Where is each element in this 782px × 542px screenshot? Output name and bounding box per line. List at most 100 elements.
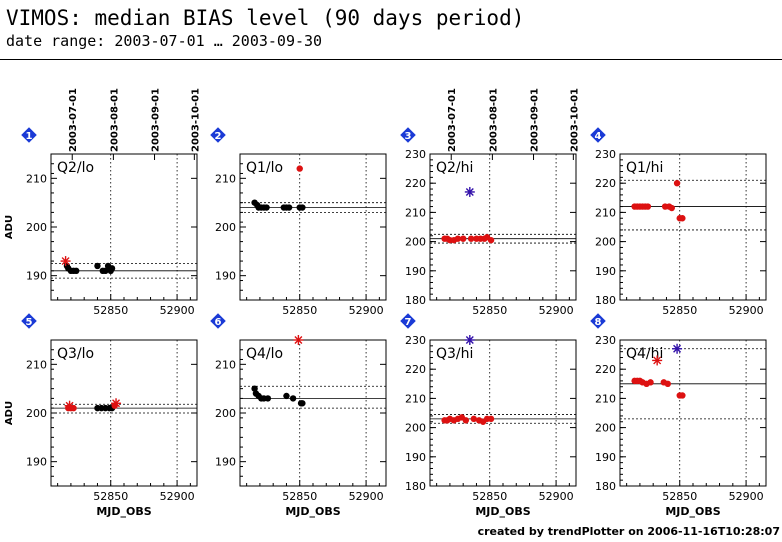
star-marker	[672, 343, 683, 354]
y-axis-title: ADU	[4, 401, 15, 425]
panel-number: 8	[595, 317, 602, 328]
star-marker	[464, 335, 475, 345]
panel-4: 4 180 190 200 210 220 230 52850 52900 Q1/hi	[590, 127, 767, 317]
data-point	[470, 415, 477, 423]
x-axis-title: MJD_OBS	[475, 505, 530, 518]
panel-number: 3	[405, 131, 412, 142]
star-stroke	[294, 336, 303, 344]
panel-number: 5	[26, 317, 33, 328]
panel-number: 4	[595, 131, 602, 142]
y-tick-label: 220	[595, 177, 616, 190]
panel-7: 7 180 190 200 210 220 230 52850 52900 Q3/hi MJD_OB…	[400, 313, 577, 518]
data-point	[283, 392, 290, 400]
y-tick-label: 200	[26, 221, 47, 234]
data-point	[263, 204, 270, 211]
panel-number: 6	[215, 317, 222, 328]
panel-badge	[210, 313, 226, 329]
header-divider	[0, 59, 782, 60]
y-tick-label: 200	[215, 221, 236, 234]
star-stroke	[61, 257, 70, 266]
y-tick-label: 210	[26, 358, 47, 371]
panel-number: 1	[26, 131, 33, 142]
panel-number: 7	[405, 317, 412, 328]
date-tick-label: 2003-07-01	[68, 88, 79, 152]
date-tick-label: 2003-07-01	[447, 88, 458, 152]
y-tick-label: 180	[405, 294, 426, 307]
panel-badge	[210, 127, 226, 143]
x-tick-label: 52900	[539, 490, 574, 503]
date-tick-label: 2003-10-01	[569, 88, 580, 152]
y-tick-label: 210	[215, 358, 236, 371]
data-point	[668, 204, 675, 212]
date-tick-label: 2003-09-01	[151, 88, 162, 152]
panel-3: 3 180 190 200 210 220 230 52850 52900 2003-07-01 2…	[400, 88, 580, 317]
date-tick-label: 2003-08-01	[488, 88, 499, 152]
data-point	[454, 235, 462, 242]
y-tick-label: 180	[595, 294, 616, 307]
y-tick-label: 190	[215, 270, 236, 283]
y-tick-label: 230	[405, 148, 426, 161]
x-tick-label: 52850	[93, 304, 128, 317]
y-tick-label: 210	[215, 172, 236, 185]
data-point	[108, 265, 116, 272]
panel-label: Q2/hi	[436, 160, 473, 176]
x-tick-label: 52900	[729, 304, 764, 317]
page-title: VIMOS: median BIAS level (90 days period…	[6, 6, 525, 30]
data-point	[459, 235, 467, 242]
star-stroke	[65, 401, 74, 410]
data-point	[299, 400, 306, 407]
panel-label: Q1/lo	[246, 160, 283, 176]
star-stroke	[465, 187, 474, 196]
data-point	[644, 203, 652, 210]
y-tick-label: 190	[595, 265, 616, 278]
panel-badge	[21, 127, 37, 143]
data-point	[673, 180, 681, 187]
x-tick-label: 52900	[539, 304, 574, 317]
x-tick-label: 52850	[662, 490, 697, 503]
data-point	[264, 395, 272, 402]
data-point	[467, 235, 475, 242]
y-tick-label: 190	[26, 456, 47, 469]
star-stroke	[653, 356, 662, 365]
panel-5: 5 190 200 210 52850 52900 Q3/lo ADU MJD_OBS	[4, 313, 198, 518]
panel-number: 2	[215, 131, 222, 142]
x-axis-title: MJD_OBS	[665, 505, 720, 518]
x-tick-label: 52900	[160, 304, 195, 317]
y-tick-label: 200	[215, 407, 236, 420]
data-point	[664, 380, 671, 387]
data-point	[487, 415, 495, 423]
y-tick-label: 220	[595, 363, 616, 376]
y-tick-label: 210	[26, 172, 47, 185]
y-tick-label: 200	[405, 422, 426, 435]
data-point	[70, 404, 77, 412]
data-point	[462, 417, 470, 424]
x-tick-label: 52850	[282, 490, 317, 503]
x-tick-label: 52900	[729, 490, 764, 503]
date-range-subtitle: date range: 2003-07-01 … 2003-09-30	[6, 32, 323, 50]
x-axis-title: MJD_OBS	[96, 505, 151, 518]
panel-1: 1 190 200 210 52850 52900 2003-07-01 2003-08-01…	[4, 88, 201, 317]
data-point	[289, 395, 297, 402]
y-tick-label: 180	[595, 480, 616, 493]
data-point	[647, 379, 654, 386]
x-tick-label: 52900	[160, 490, 195, 503]
y-tick-label: 200	[26, 407, 47, 420]
y-tick-label: 200	[405, 236, 426, 249]
star-marker	[293, 335, 304, 345]
data-point	[299, 204, 306, 211]
date-tick-label: 2003-10-01	[190, 88, 201, 152]
panel-label: Q1/hi	[626, 160, 663, 176]
footer-credit: created by trendPlotter on 2006-11-16T10…	[477, 525, 780, 538]
panel-label: Q3/lo	[57, 346, 94, 362]
data-point	[73, 267, 80, 274]
data-point	[679, 215, 686, 222]
star-stroke	[465, 336, 474, 344]
x-axis-title: MJD_OBS	[285, 505, 340, 518]
panel-2: 2 190 200 210 52850 52900 Q1/lo	[210, 127, 387, 317]
data-point	[296, 165, 303, 172]
data-point	[102, 267, 109, 274]
panel-6: 6 190 200 210 52850 52900 Q4/lo MJD_OBS	[210, 313, 387, 518]
y-tick-label: 210	[405, 206, 426, 219]
y-tick-label: 210	[595, 206, 616, 219]
